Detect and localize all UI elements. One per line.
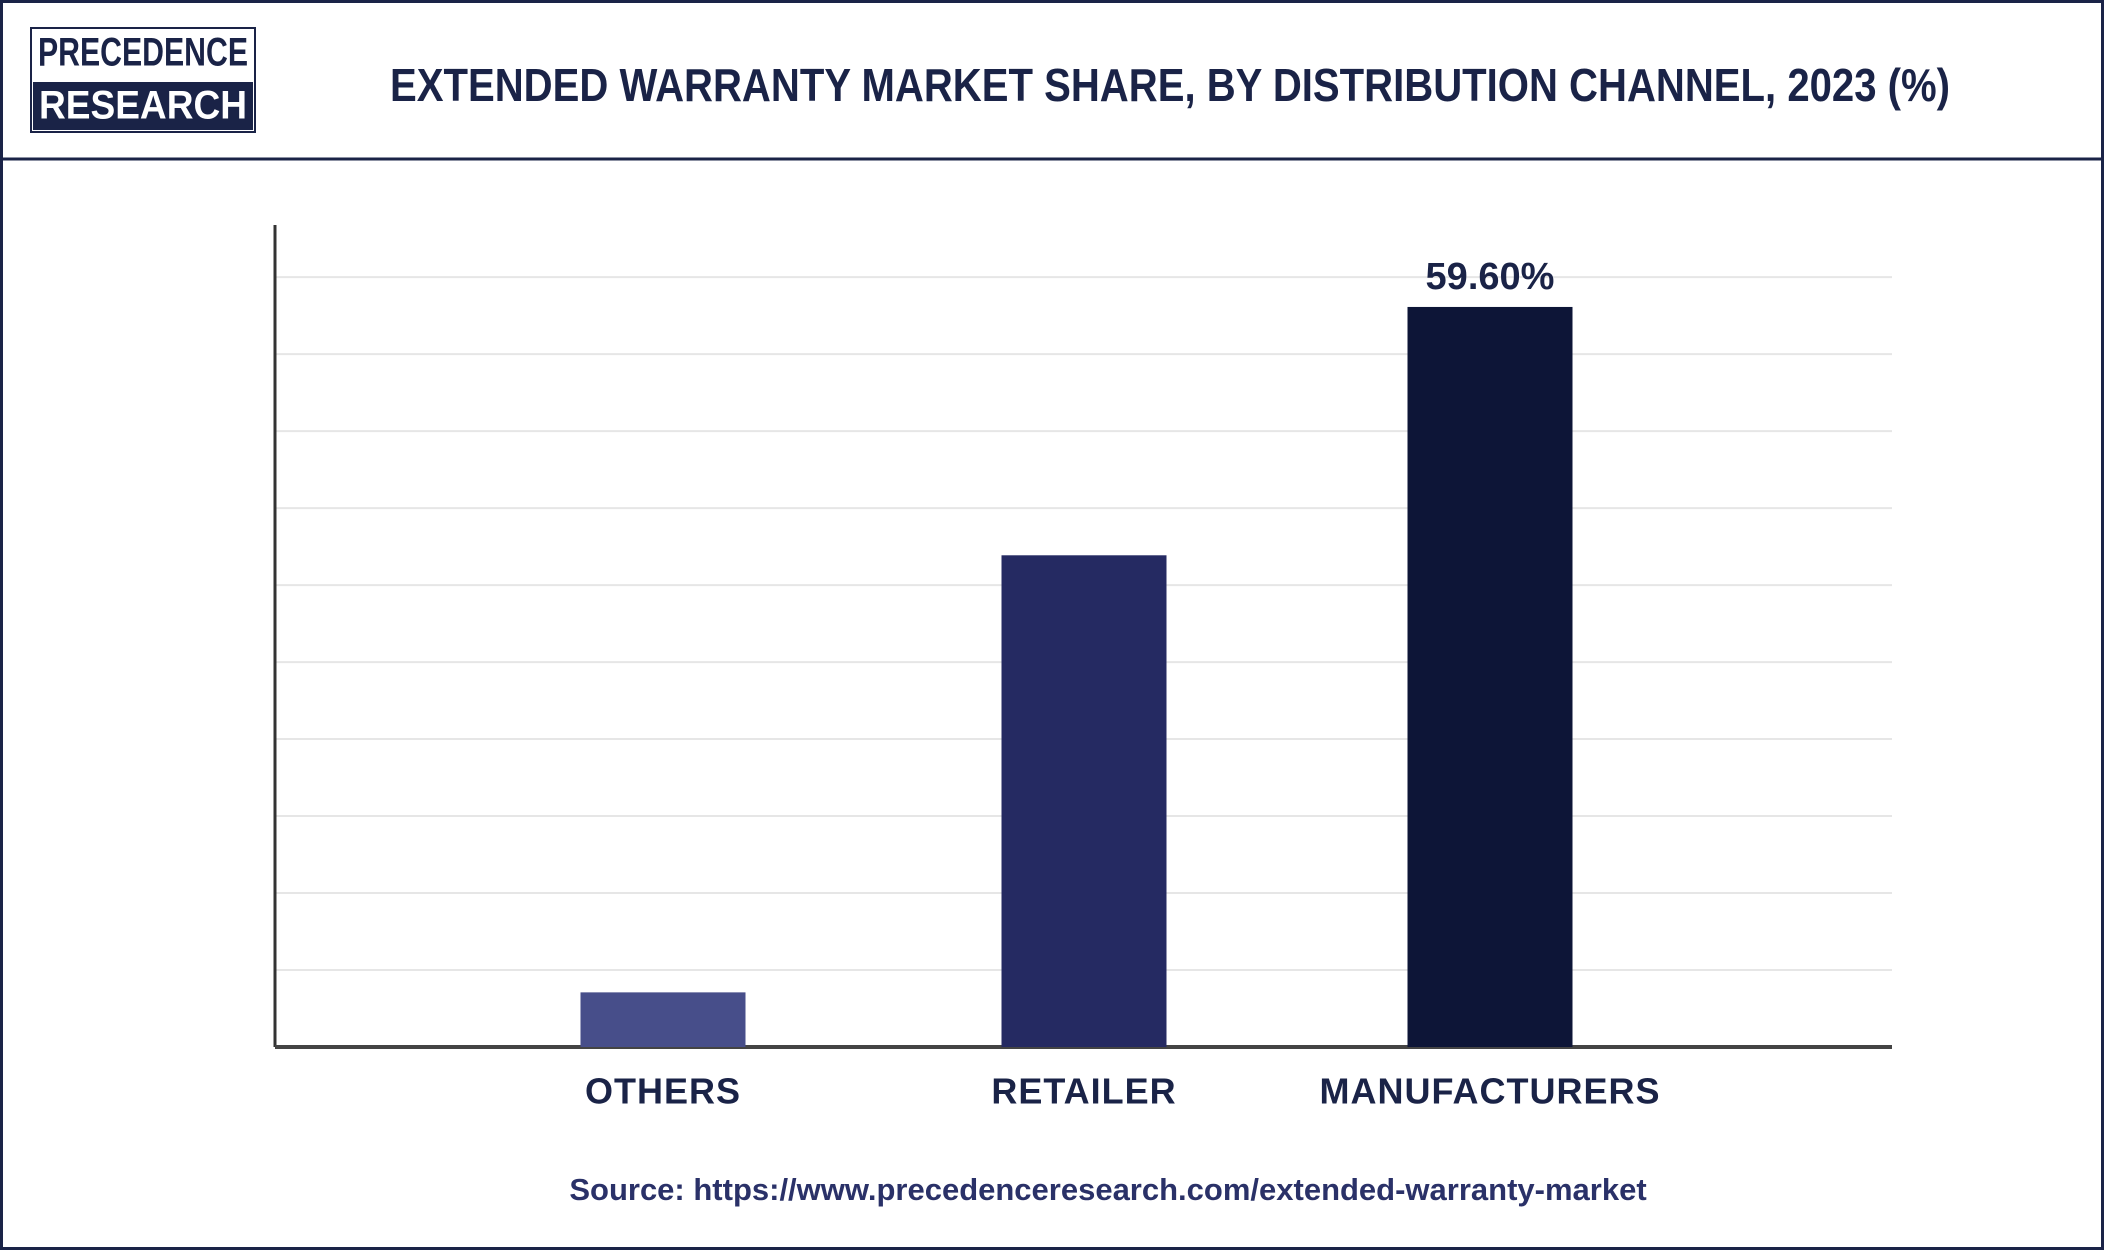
logo-text: RESEARCH — [39, 84, 247, 128]
bar — [580, 992, 746, 1047]
x-tick-label: MANUFACTURERS — [1320, 1071, 1661, 1112]
x-tick-label: OTHERS — [585, 1071, 741, 1112]
bar — [1407, 306, 1573, 1047]
logo-text: PRECEDENCE — [38, 31, 248, 75]
value-label: 59.60% — [1426, 256, 1555, 298]
bar — [1001, 555, 1167, 1047]
x-tick-label: RETAILER — [991, 1071, 1176, 1112]
source-note: Source: https://www.precedenceresearch.c… — [569, 1172, 1646, 1207]
chart-title: EXTENDED WARRANTY MARKET SHARE, BY DISTR… — [390, 59, 1950, 111]
logo-band — [33, 82, 253, 130]
